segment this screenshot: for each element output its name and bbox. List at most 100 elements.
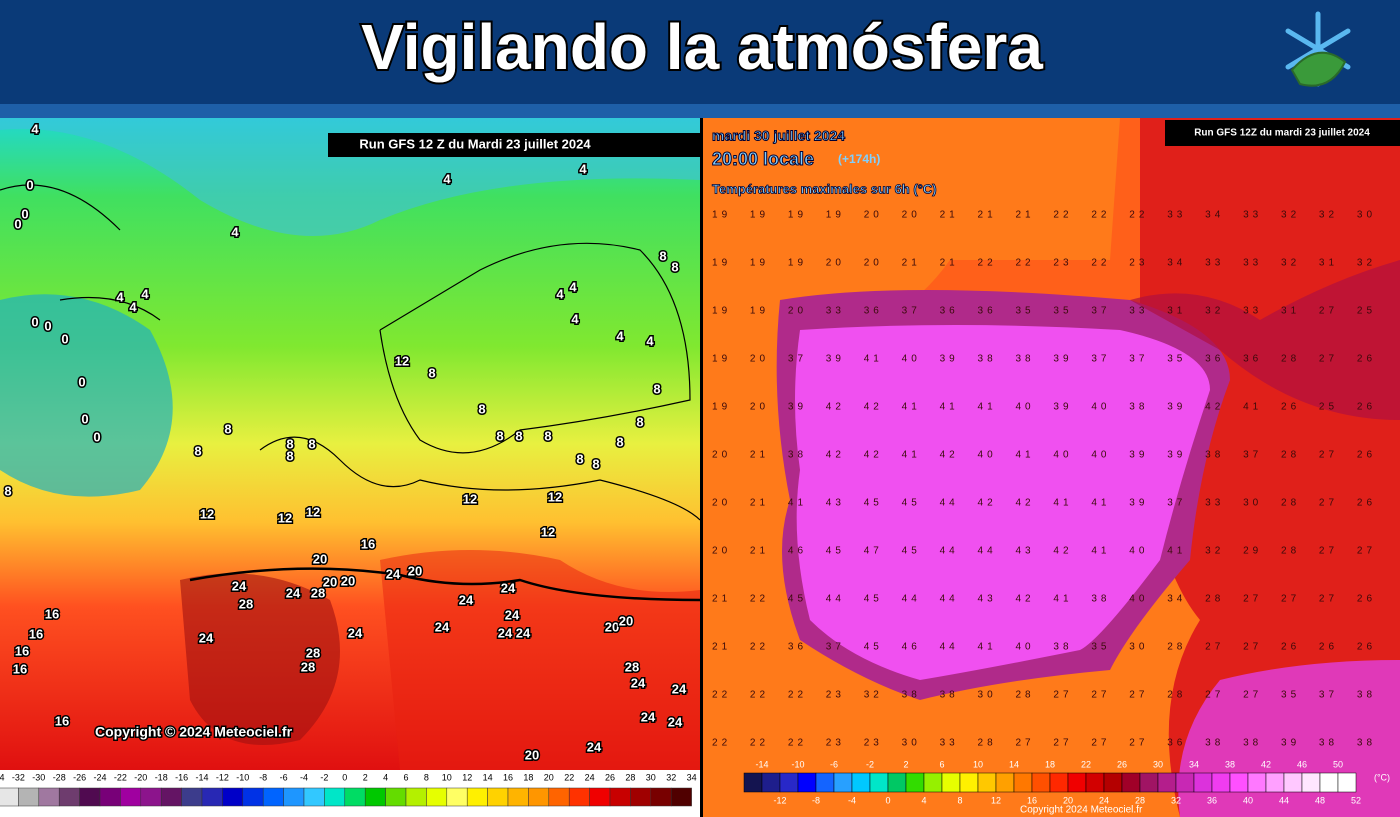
scale-swatch	[1013, 772, 1033, 793]
scale-swatch	[222, 787, 244, 807]
grid-values: 19 19 20 33 36 37 36 36 35 35 37 33 31 3…	[712, 306, 1372, 317]
scale-swatch	[1193, 772, 1213, 793]
scale-label: 32	[666, 772, 676, 782]
scale-swatch	[1247, 772, 1267, 793]
scale-swatch	[242, 787, 264, 807]
scale-swatch	[995, 772, 1015, 793]
scale-label: 42	[1261, 759, 1271, 769]
scale-label: 26	[1117, 759, 1127, 769]
scale-swatch	[670, 787, 692, 807]
scale-label: 12	[462, 772, 472, 782]
scale-label: 8	[424, 772, 429, 782]
scale-label: 18	[523, 772, 533, 782]
scale-label: 38	[1225, 759, 1235, 769]
scale-label: 6	[403, 772, 408, 782]
grid-values: 22 22 22 23 23 30 33 28 27 27 27 27 36 3…	[712, 738, 1372, 749]
contour-label: 24	[501, 580, 516, 595]
scale-swatch	[160, 787, 182, 807]
contour-label: 8	[636, 414, 643, 429]
scale-label: -6	[830, 759, 838, 769]
right-copyright: Copyright 2024 Meteociel.fr	[1020, 805, 1143, 816]
grid-values: 20 21 38 42 42 41 42 40 41 40 40 39 39 3…	[712, 450, 1372, 461]
scale-label: 16	[1027, 795, 1037, 805]
contour-label: 24	[668, 714, 683, 729]
scale-label: 30	[1153, 759, 1163, 769]
scale-label: -14	[195, 772, 208, 782]
contour-label: 8	[576, 451, 583, 466]
contour-label: 24	[348, 625, 363, 640]
contour-label: 4	[129, 299, 137, 314]
scale-swatch	[364, 787, 386, 807]
contour-label: 24	[386, 566, 401, 581]
contour-label: 24	[641, 709, 656, 724]
contour-label: 28	[239, 596, 253, 611]
scale-label: 20	[544, 772, 554, 782]
right-field: Températures maximales sur 6h (°C)	[712, 181, 937, 196]
contour-label: 0	[78, 374, 85, 389]
contour-label: 4	[571, 311, 579, 326]
scale-swatch	[905, 772, 925, 793]
left-copyright: Copyright © 2024 Meteociel.fr	[95, 724, 293, 740]
right-date: mardi 30 juillet 2024	[712, 128, 845, 144]
scale-label: 6	[939, 759, 944, 769]
contour-label: 28	[625, 659, 639, 674]
scale-swatch	[79, 787, 101, 807]
scale-swatch	[344, 787, 366, 807]
contour-label: 8	[286, 448, 293, 463]
contour-label: 28	[306, 645, 320, 660]
scale-label: 8	[957, 795, 962, 805]
scale-label: 36	[1207, 795, 1217, 805]
scale-swatch	[589, 787, 611, 807]
scale-swatch	[833, 772, 853, 793]
scale-label: -10	[791, 759, 804, 769]
scale-swatch	[1211, 772, 1231, 793]
contour-label: 0	[61, 331, 68, 346]
contour-label: 8	[428, 365, 435, 380]
right-lead: (+174h)	[838, 152, 880, 166]
right-time: 20:00 locale	[712, 149, 814, 169]
contour-label: 0	[93, 429, 100, 444]
contour-label: 24	[505, 607, 520, 622]
contour-label: 12	[548, 489, 562, 504]
scale-label: -2	[866, 759, 874, 769]
contour-label: 8	[496, 428, 503, 443]
scale-label: -16	[175, 772, 188, 782]
contour-label: 8	[4, 483, 11, 498]
scale-swatch	[385, 787, 407, 807]
scale-swatch	[487, 787, 509, 807]
contour-label: 8	[286, 436, 293, 451]
contour-label: 24	[672, 681, 687, 696]
scale-label: 0	[342, 772, 347, 782]
scale-swatch	[446, 787, 468, 807]
scale-swatch	[815, 772, 835, 793]
scale-label: 50	[1333, 759, 1343, 769]
scale-label: -6	[280, 772, 288, 782]
scale-label: 14	[483, 772, 493, 782]
scale-swatch	[650, 787, 672, 807]
contour-label: 20	[341, 573, 355, 588]
scale-label: -14	[755, 759, 768, 769]
contour-label: 24	[459, 592, 474, 607]
scale-label: 44	[1279, 795, 1289, 805]
contour-label: 28	[301, 659, 315, 674]
scale-label: -12	[773, 795, 786, 805]
scale-swatch	[761, 772, 781, 793]
scale-label: 22	[564, 772, 574, 782]
contour-label: 20	[323, 574, 337, 589]
contour-label: 20	[525, 747, 539, 762]
scale-label: -18	[155, 772, 168, 782]
contour-label: 0	[44, 318, 51, 333]
scale-swatch	[1319, 772, 1339, 793]
scale-swatch	[548, 787, 570, 807]
scale-label: 30	[646, 772, 656, 782]
contour-label: 24	[587, 739, 602, 754]
scale-swatch	[426, 787, 448, 807]
scale-swatch	[99, 787, 121, 807]
scale-swatch	[851, 772, 871, 793]
scale-swatch	[887, 772, 907, 793]
scale-label: -24	[93, 772, 106, 782]
scale-label: 24	[1099, 795, 1109, 805]
right-scale-unit: (°C)	[1374, 772, 1390, 782]
contour-label: 20	[619, 613, 633, 628]
scale-label: -4	[300, 772, 308, 782]
